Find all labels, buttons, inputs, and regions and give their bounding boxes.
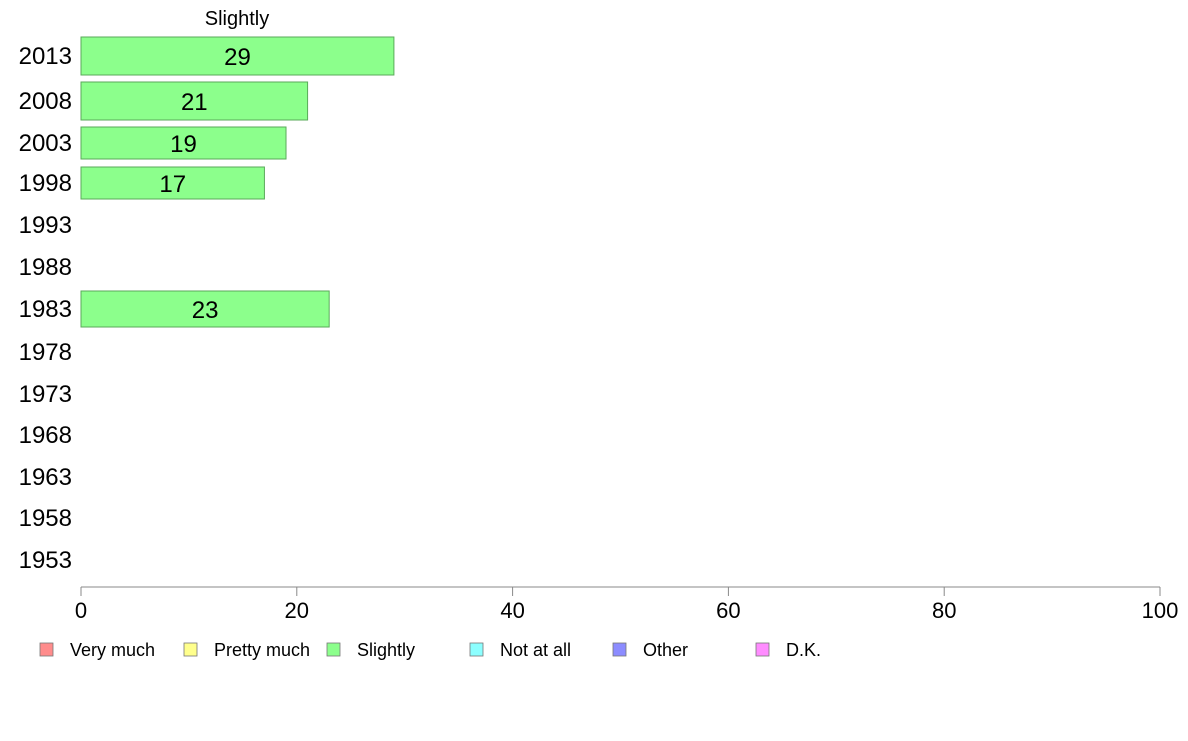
legend-label: Slightly [357, 640, 415, 660]
bar [80, 81, 309, 121]
y-tick-label: 2013 [19, 43, 72, 70]
x-tick-label: 100 [1142, 598, 1179, 623]
y-tick-label: 1998 [19, 170, 72, 197]
y-tick-label: 1958 [19, 505, 72, 532]
x-axis: 0 20 40 60 80 100 [75, 586, 1179, 623]
y-tick-label: 1988 [19, 254, 72, 281]
bar-value-label: 23 [192, 297, 219, 324]
x-tick-label: 60 [716, 598, 740, 623]
bar [80, 126, 287, 160]
legend-label: Other [643, 640, 688, 660]
y-tick-label: 2008 [19, 88, 72, 115]
y-tick-label: 2003 [19, 130, 72, 157]
bar-value-label: 29 [224, 44, 251, 71]
chart-title: Slightly [205, 8, 269, 30]
y-tick-label: 1968 [19, 422, 72, 449]
y-tick-label: 1953 [19, 547, 72, 574]
bars-layer: 29 21 19 17 23 [80, 36, 395, 328]
bar [80, 290, 330, 328]
legend-swatch [39, 642, 54, 657]
x-tick-label: 40 [500, 598, 524, 623]
bar [80, 166, 265, 200]
y-tick-label: 1983 [19, 296, 72, 323]
bar-value-label: 19 [170, 131, 197, 158]
x-tick-label: 20 [285, 598, 309, 623]
legend-label: D.K. [786, 640, 821, 660]
x-tick-label: 0 [75, 598, 87, 623]
bar-value-label: 17 [159, 171, 186, 198]
legend-swatch [469, 642, 484, 657]
legend-swatch [755, 642, 770, 657]
legend-swatch [612, 642, 627, 657]
bar [80, 36, 395, 76]
y-tick-label: 1993 [19, 212, 72, 239]
legend-swatch [326, 642, 341, 657]
legend-swatch [183, 642, 198, 657]
y-axis-labels: 2013 2008 2003 1998 1993 1988 1983 1978 1973 1968… [19, 43, 72, 574]
legend-label: Not at all [500, 640, 571, 660]
legend-label: Very much [70, 640, 155, 660]
y-tick-label: 1973 [19, 381, 72, 408]
x-tick-label: 80 [932, 598, 956, 623]
y-tick-label: 1963 [19, 464, 72, 491]
legend-label: Pretty much [214, 640, 310, 660]
legend: Very much Pretty much Slightly Not at all Ot… [39, 640, 821, 660]
y-tick-label: 1978 [19, 339, 72, 366]
bar-value-label: 21 [181, 89, 208, 116]
